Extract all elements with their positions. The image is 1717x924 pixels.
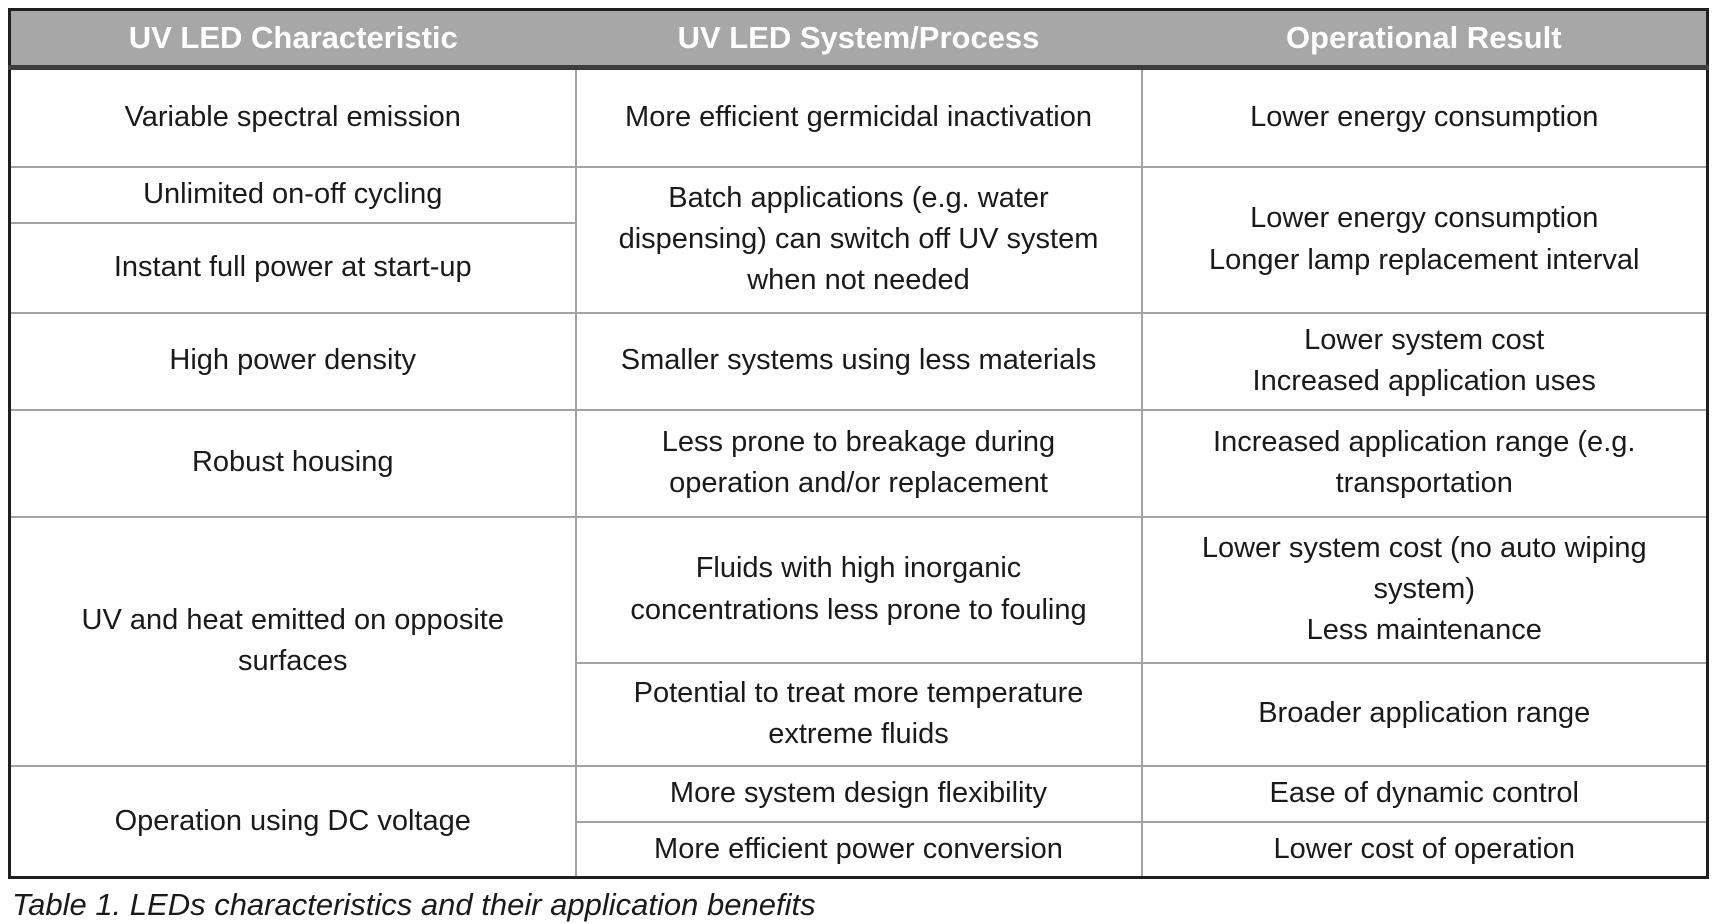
cell-uv-heat-characteristic: UV and heat emitted on opposite surfaces [8, 515, 577, 767]
row-high-power-density: High power density Smaller systems using… [8, 311, 1709, 411]
header-system-process: UV LED System/Process [575, 9, 1142, 70]
cell-fluids-inorganic-system: Fluids with high inorganic concentration… [574, 515, 1143, 664]
result-line: Less maintenance [1306, 614, 1542, 647]
header-row: UV LED Characteristic UV LED System/Proc… [9, 9, 1708, 70]
uv-led-benefits-table: UV LED Characteristic UV LED System/Proc… [8, 8, 1709, 879]
cell-robust-housing-system: Less prone to breakage during operation … [574, 408, 1143, 518]
header-characteristic: UV LED Characteristic [9, 9, 576, 70]
cell-robust-housing-result: Increased application range (e.g. transp… [1140, 408, 1709, 518]
cell-high-power-density-system: Smaller systems using less materials [574, 311, 1143, 411]
cell-design-flexibility-system: More system design flexibility [574, 764, 1143, 823]
cell-power-conversion-system: More efficient power conversion [574, 820, 1143, 879]
result-line: Longer lamp replacement interval [1209, 243, 1640, 276]
cell-variable-spectral-result: Lower energy consumption [1140, 66, 1709, 168]
row-dc-voltage-b: More efficient power conversion Lower co… [10, 820, 1709, 879]
cell-robust-housing-characteristic: Robust housing [8, 408, 577, 518]
cell-dynamic-control-result: Ease of dynamic control [1140, 764, 1709, 823]
row-variable-spectral: Variable spectral emission More efficien… [8, 66, 1709, 168]
result-line: Lower energy consumption [1250, 202, 1599, 235]
result-line: Lower system cost [1304, 323, 1545, 356]
cell-broader-application-result: Broader application range [1140, 661, 1709, 767]
cell-lower-cost-result: Lower cost of operation [1140, 820, 1709, 879]
row-unlimited-cycling: Unlimited on-off cycling Batch applicati… [8, 165, 1709, 314]
cell-dc-voltage-characteristic: Operation using DC voltage [8, 764, 577, 879]
cell-batch-applications-system: Batch applications (e.g. water dispensin… [574, 165, 1143, 314]
result-line: Increased application uses [1252, 365, 1596, 397]
row-robust-housing: Robust housing Less prone to breakage du… [8, 408, 1709, 518]
row-dc-voltage-a: Operation using DC voltage More system d… [8, 764, 1709, 879]
row-uv-heat-opposite-b: Potential to treat more temperature extr… [10, 661, 1709, 767]
cell-temperature-extreme-system: Potential to treat more temperature extr… [574, 661, 1143, 767]
cell-high-power-density-characteristic: High power density [8, 311, 577, 411]
cell-variable-spectral-characteristic: Variable spectral emission [8, 66, 577, 168]
row-instant-full-power: Instant full power at start-up [8, 221, 1708, 314]
cell-high-power-density-result: Lower system cost Increased application … [1140, 311, 1709, 411]
cell-variable-spectral-system: More efficient germicidal inactivation [574, 66, 1143, 168]
result-line: Lower system cost (no auto wiping system… [1201, 531, 1647, 605]
cell-unlimited-cycling-characteristic: Unlimited on-off cycling [8, 165, 577, 224]
cell-no-auto-wiping-result: Lower system cost (no auto wiping system… [1140, 515, 1709, 664]
cell-instant-full-power-characteristic: Instant full power at start-up [8, 221, 577, 314]
header-operational-result: Operational Result [1141, 9, 1708, 70]
table-caption: Table 1. LEDs characteristics and their … [12, 887, 816, 922]
row-uv-heat-opposite-a: UV and heat emitted on opposite surfaces… [8, 515, 1709, 767]
cell-on-off-cycling-result: Lower energy consumption Longer lamp rep… [1140, 165, 1709, 314]
